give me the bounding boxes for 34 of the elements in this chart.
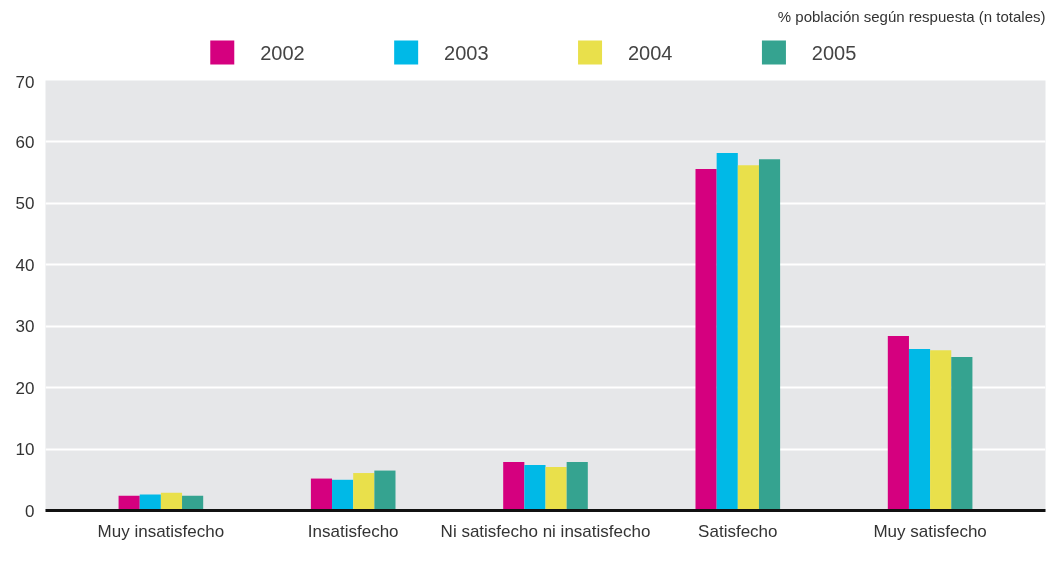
x-tick-label: Ni satisfecho ni insatisfecho bbox=[440, 521, 651, 541]
y-tick-label: 10 bbox=[15, 440, 35, 460]
bar bbox=[695, 168, 717, 511]
legend-label: 2002 bbox=[260, 41, 305, 64]
y-tick-label: 70 bbox=[15, 72, 35, 92]
bar bbox=[503, 461, 525, 511]
legend-label: 2003 bbox=[444, 41, 489, 64]
x-tick-label: Muy insatisfecho bbox=[97, 521, 225, 541]
y-tick-label: 20 bbox=[15, 378, 35, 398]
bar bbox=[930, 350, 952, 511]
y-tick-label: 30 bbox=[15, 317, 35, 337]
bar bbox=[758, 159, 781, 511]
y-tick-label: 50 bbox=[15, 194, 35, 214]
bar bbox=[716, 152, 738, 511]
bar bbox=[524, 465, 546, 511]
bar bbox=[566, 461, 588, 511]
bar bbox=[310, 478, 333, 511]
bar bbox=[951, 356, 973, 511]
bar bbox=[374, 470, 396, 511]
bar bbox=[332, 479, 354, 511]
bar bbox=[908, 348, 931, 511]
bar bbox=[353, 473, 375, 511]
x-tick-label: Muy satisfecho bbox=[873, 521, 987, 541]
y-tick-label: 40 bbox=[15, 255, 35, 275]
bar bbox=[545, 466, 567, 511]
legend-label: 2005 bbox=[811, 41, 857, 64]
y-tick-label: 0 bbox=[25, 501, 35, 521]
x-tick-label: Insatisfecho bbox=[307, 521, 399, 541]
x-tick-label: Satisfecho bbox=[698, 521, 778, 541]
bar bbox=[887, 336, 909, 511]
bar bbox=[737, 165, 759, 511]
legend-label: 2004 bbox=[627, 41, 673, 64]
text: % población según respuesta (n totales) bbox=[777, 7, 1046, 25]
y-tick-label: 60 bbox=[15, 132, 35, 152]
